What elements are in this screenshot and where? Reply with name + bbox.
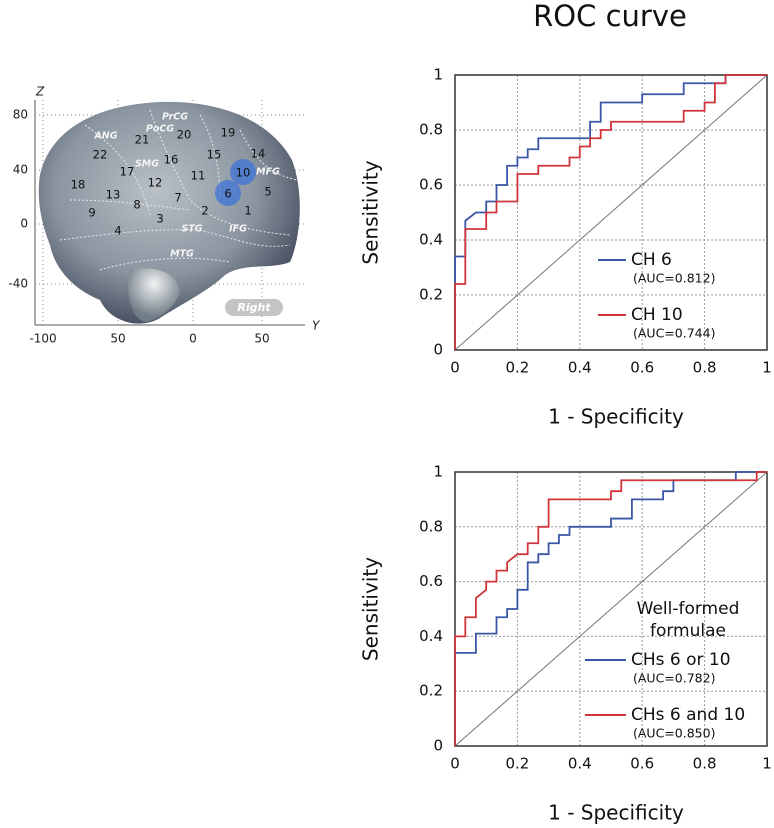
- channel-highlight: [215, 180, 241, 206]
- x-tick-label: 0.6: [630, 755, 654, 773]
- y-tick-label: 0.2: [419, 286, 443, 304]
- region-label: STG: [181, 224, 202, 235]
- channel-label: 12: [148, 176, 163, 190]
- channel-label: 5: [264, 185, 271, 199]
- x-tick-label: 0: [450, 359, 460, 377]
- y-tick-label: 50: [110, 332, 125, 346]
- z-axis-label: Z: [35, 85, 45, 99]
- channel-label: 15: [207, 148, 222, 162]
- channel-label: 9: [88, 206, 95, 220]
- y-tick-label: 0: [433, 341, 443, 359]
- x-tick-label: 0.4: [568, 359, 592, 377]
- legend-label: CH 6: [631, 250, 672, 270]
- y-axis-label: Sensitivity: [359, 557, 383, 661]
- roc-line: [454, 74, 767, 350]
- x-tick-label: 0: [450, 755, 460, 773]
- roc-line: [454, 471, 767, 746]
- x-tick-label: 1: [762, 755, 772, 773]
- x-tick-label: 0.4: [568, 755, 592, 773]
- channel-label: 16: [164, 153, 179, 167]
- channel-label: 19: [221, 126, 236, 140]
- x-tick-label: 0.2: [505, 359, 529, 377]
- z-tick-label: 80: [13, 108, 28, 122]
- channel-label: 20: [177, 128, 192, 142]
- x-tick-label: 1: [762, 359, 772, 377]
- plot-frame: [454, 74, 768, 351]
- plot-frame: [454, 471, 768, 747]
- z-tick-label: 40: [13, 163, 28, 177]
- z-tick-label: -40: [8, 277, 28, 291]
- chart-title: ROC curve: [533, 0, 687, 33]
- x-axis-label: 1 - Specificity: [548, 801, 684, 825]
- legend-label: CHs 6 or 10: [631, 650, 731, 670]
- channel-label: 6: [224, 187, 231, 201]
- region-label: ANG: [93, 131, 117, 142]
- channel-label: 7: [174, 191, 181, 205]
- y-tick-label: 0.8: [419, 121, 443, 139]
- z-tick-label: 0: [20, 217, 28, 231]
- roc-line: [454, 74, 767, 350]
- chance-line: [454, 471, 768, 747]
- channel-label: 8: [133, 198, 140, 212]
- channel-label: 14: [251, 147, 266, 161]
- x-tick-label: 0.8: [693, 359, 717, 377]
- y-tick-label: 0: [189, 332, 197, 346]
- channel-highlight: [230, 159, 256, 185]
- channel-label: 13: [106, 188, 121, 202]
- channel-label: 18: [71, 178, 86, 192]
- region-label: SMG: [135, 159, 159, 170]
- legend-auc: (AUC=0.744): [633, 326, 715, 341]
- y-tick-label: 0.8: [419, 517, 443, 535]
- region-label: PoCG: [146, 124, 174, 135]
- x-tick-label: 0.6: [630, 359, 654, 377]
- y-tick-label: 0: [433, 737, 443, 755]
- side-badge: [225, 299, 283, 316]
- y-axis-label: Sensitivity: [359, 160, 383, 264]
- channel-label: 10: [236, 166, 251, 180]
- y-tick-label: 0.2: [419, 682, 443, 700]
- channel-label: 1: [244, 204, 251, 218]
- side-label: Right: [237, 301, 271, 314]
- legend-label: CHs 6 and 10: [631, 705, 745, 725]
- y-tick-label: 0.6: [419, 176, 443, 194]
- brain-surface: [38, 101, 300, 324]
- region-label: IFG: [229, 224, 247, 235]
- y-axis-label: Y: [312, 319, 321, 333]
- channel-label: 22: [93, 148, 108, 162]
- channel-label: 2: [201, 204, 208, 218]
- roc-line: [454, 471, 767, 746]
- legend-auc: (AUC=0.812): [633, 271, 715, 286]
- chance-line: [454, 74, 768, 351]
- legend-title: Well-formed: [637, 599, 740, 619]
- x-tick-label: 0.8: [693, 755, 717, 773]
- legend-label: CH 10: [631, 305, 683, 325]
- y-tick-label: 0.4: [419, 627, 443, 645]
- region-label: MFG: [256, 167, 280, 178]
- region-label: MTG: [170, 249, 194, 260]
- legend-auc: (AUC=0.782): [633, 671, 715, 686]
- channel-label: 17: [120, 165, 135, 179]
- y-tick-label: 1: [433, 66, 443, 84]
- channel-label: 3: [156, 212, 163, 226]
- brain-stem: [128, 268, 180, 322]
- channel-label: 21: [135, 133, 150, 147]
- channel-label: 4: [114, 224, 121, 238]
- region-label: PrCG: [162, 112, 188, 123]
- y-tick-label: 0.4: [419, 231, 443, 249]
- x-tick-label: 0.2: [505, 755, 529, 773]
- y-tick-label: 1: [433, 463, 443, 481]
- y-tick-label: 50: [254, 332, 269, 346]
- legend-auc: (AUC=0.850): [633, 726, 715, 741]
- y-tick-label: -100: [29, 332, 56, 346]
- x-axis-label: 1 - Specificity: [548, 405, 684, 429]
- y-tick-label: 0.6: [419, 572, 443, 590]
- channel-label: 11: [191, 169, 206, 183]
- sulci: [59, 109, 299, 271]
- legend-title: formulae: [650, 621, 726, 641]
